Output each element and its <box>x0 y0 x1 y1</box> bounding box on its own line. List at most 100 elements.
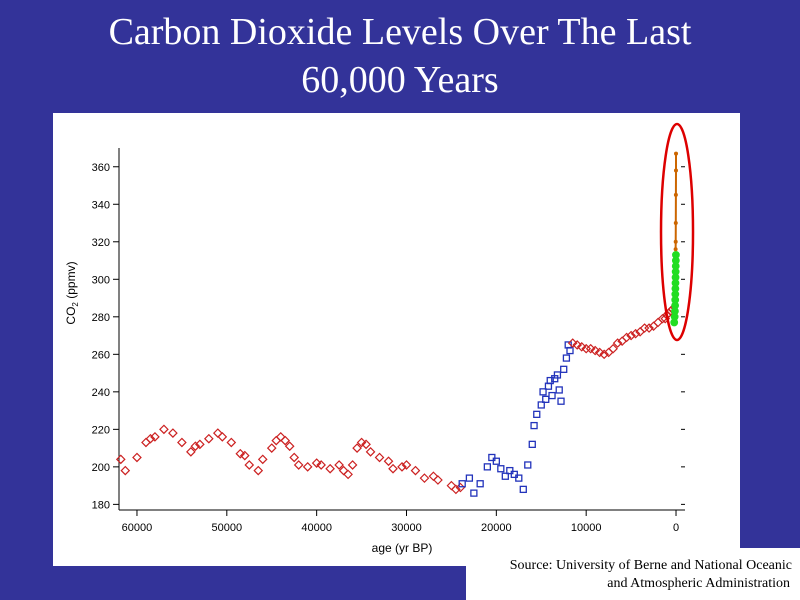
y-tick-label: 220 <box>92 424 110 436</box>
series-0-point <box>266 443 277 453</box>
series-1-point <box>560 365 568 373</box>
series-0-point <box>120 465 131 476</box>
series-1-point <box>515 474 523 482</box>
x-tick-label: 50000 <box>212 522 243 534</box>
series-0-point <box>271 435 282 446</box>
series-0-point <box>217 432 228 442</box>
y-tick-label: 320 <box>92 237 110 249</box>
series-0-point <box>401 460 412 470</box>
series-2-point <box>653 317 663 328</box>
series-1-point <box>562 354 571 362</box>
series-4-point <box>673 221 678 226</box>
series-0-point <box>284 441 295 452</box>
series-0-point <box>132 452 142 463</box>
series-4-point <box>673 168 678 173</box>
series-2-point <box>599 349 609 360</box>
x-tick-label: 0 <box>673 522 679 534</box>
series-3-point <box>672 251 680 259</box>
series-1-point <box>458 480 466 488</box>
series-0-point <box>419 473 430 483</box>
series-0-point <box>451 484 461 495</box>
series-0-point <box>410 465 421 476</box>
series-2-point <box>567 338 578 348</box>
series-2-point <box>590 345 601 356</box>
series-0-point <box>159 424 169 435</box>
series-0-point <box>325 463 335 474</box>
series-0-point <box>397 462 407 472</box>
series-2-point <box>621 332 632 343</box>
x-tick-label: 60000 <box>122 522 153 534</box>
series-1-point <box>539 388 547 396</box>
series-0-point <box>433 475 443 485</box>
series-0-point <box>356 437 367 448</box>
series-0-point <box>352 443 362 453</box>
series-0-point <box>334 460 344 470</box>
series-1-point <box>510 470 518 479</box>
source-line2: and Atmospheric Administration <box>607 576 790 591</box>
series-1-point <box>533 410 541 418</box>
series-1-point <box>501 472 509 480</box>
y-tick-label: 340 <box>92 199 110 211</box>
series-0-point <box>343 469 353 480</box>
series-0-point <box>203 433 214 444</box>
y-axis-label: CO2 (ppmv) <box>64 261 80 324</box>
y-tick-label: 200 <box>92 462 110 474</box>
chart-panel: 180 200 220 240 260 280 300 320 340 360 60000 50000… <box>53 113 740 566</box>
series-0-point <box>186 447 196 457</box>
slide-title-line2: 60,000 Years <box>301 59 499 101</box>
series-0-point <box>311 458 322 468</box>
series-0-point <box>239 450 250 461</box>
series-1-point <box>566 346 574 355</box>
series-1-point <box>465 474 474 482</box>
series-1-point <box>488 453 496 462</box>
series-4-point <box>673 239 678 244</box>
series-1-point <box>530 421 538 430</box>
series-0-point <box>365 447 376 457</box>
y-tick-label: 260 <box>92 349 110 361</box>
x-tick-label: 30000 <box>391 522 422 534</box>
x-tick-label: 40000 <box>301 522 332 534</box>
series-1-point <box>483 463 491 471</box>
series-2-point <box>585 343 596 354</box>
series-1-point <box>555 386 563 394</box>
series-4-point <box>673 192 678 197</box>
series-1-point <box>546 376 554 385</box>
x-tick-label: 20000 <box>481 522 512 534</box>
series-0-point <box>293 460 304 470</box>
series-0-point <box>141 437 151 448</box>
y-tick-label: 280 <box>92 312 110 324</box>
highlight-ellipse <box>659 122 695 342</box>
co2-chart: 180 200 220 240 260 280 300 320 340 360 60000 50000… <box>64 122 695 555</box>
series-2-point <box>572 340 583 350</box>
series-1-point <box>528 440 536 449</box>
series-0-point <box>374 452 385 463</box>
series-1-point <box>470 489 478 497</box>
series-0-point <box>226 437 237 448</box>
series-0-point <box>115 454 126 465</box>
y-tick-label: 360 <box>92 162 110 174</box>
source-box: Source: University of Berne and National… <box>466 548 800 600</box>
series-1-point <box>524 461 532 469</box>
series-0-point <box>253 465 264 476</box>
y-tick-label: 180 <box>92 499 110 511</box>
slide-title: Carbon Dioxide Levels Over The Last 60,0… <box>0 8 800 104</box>
series-2-point <box>657 313 668 324</box>
source-line1: Source: University of Berne and National… <box>509 558 792 573</box>
series-0-point <box>195 439 205 450</box>
series-0-point <box>347 460 358 470</box>
series-1-point <box>492 457 500 465</box>
series-0-point <box>316 460 326 470</box>
series-1-point <box>542 395 550 403</box>
series-0-point <box>244 460 255 470</box>
series-1-point <box>548 391 556 400</box>
x-axis-label: age (yr BP) <box>372 541 433 555</box>
series-2-point <box>626 330 636 341</box>
series-4-point <box>673 247 678 252</box>
series-0-point <box>212 428 223 438</box>
series-2-point <box>608 343 618 354</box>
x-tick-label: 10000 <box>571 522 602 534</box>
series-4-point <box>674 151 679 156</box>
series-1-point <box>476 480 484 488</box>
series-0-point <box>145 433 156 444</box>
series-0-point <box>446 480 457 491</box>
